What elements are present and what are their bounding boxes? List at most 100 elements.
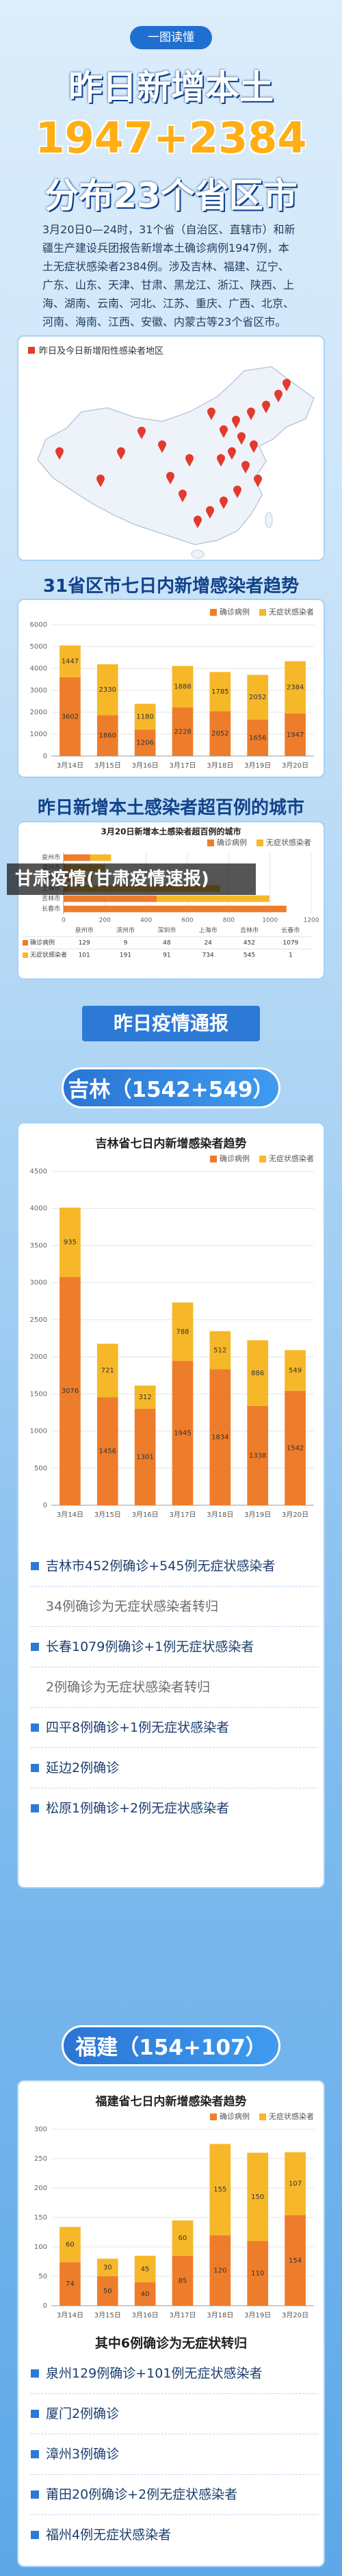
overlay-banner: 甘肃疫情(甘肃疫情速报) — [7, 863, 256, 895]
bar-segment — [172, 2255, 194, 2306]
value-label: 1301 — [136, 1453, 153, 1461]
table-header: 吉林市 — [240, 926, 259, 935]
bar-segment — [247, 2152, 269, 2241]
value-label: 155 — [213, 2186, 226, 2194]
bar-segment — [209, 1369, 231, 1505]
table-cell: 129 — [79, 940, 90, 947]
list-text: 延边2例确诊 — [46, 1760, 120, 1775]
y-tick-label: 100 — [34, 2243, 47, 2251]
map — [37, 366, 315, 559]
bar-segment — [96, 664, 118, 716]
map-label: 昨日及今日新增阳性感染者地区 — [39, 346, 164, 356]
y-tick-label: 2000 — [30, 1353, 47, 1361]
y-tick-label: 300 — [34, 2126, 47, 2133]
table-cell: 9 — [124, 940, 128, 947]
list-item: 长春1079例确诊+1例无症状感染者 — [31, 1627, 318, 1667]
value-label: 154 — [289, 2257, 302, 2265]
x-tick-label: 800 — [223, 918, 235, 924]
list-item: 延边2例确诊 — [31, 1748, 318, 1788]
bar-segment — [134, 1408, 156, 1505]
x-tick-label: 3月14日 — [57, 762, 83, 770]
value-label: 110 — [251, 2270, 264, 2278]
bullet — [31, 2410, 39, 2418]
value-label: 2052 — [211, 730, 228, 738]
chart-title: 3月20日新增本土感染者超百例的城市 — [101, 827, 241, 837]
y-tick-label: 4000 — [30, 1205, 47, 1212]
legend-swatch — [256, 840, 263, 846]
map-label-row: 昨日及今日新增阳性感染者地区 — [28, 343, 163, 356]
bar-segment — [134, 1385, 156, 1409]
bar-segment — [96, 1343, 118, 1398]
value-label: 312 — [139, 1394, 152, 1401]
x-tick-label: 3月16日 — [132, 2311, 159, 2319]
y-tick-label: 吉林市 — [42, 894, 60, 902]
value-label: 1888 — [174, 683, 191, 690]
legend-swatch — [210, 609, 217, 616]
x-tick-label: 3月17日 — [169, 762, 196, 770]
y-tick-label: 4000 — [30, 665, 47, 673]
map-pin — [232, 415, 240, 428]
table-header: 长春市 — [281, 926, 300, 935]
x-tick-label: 3月17日 — [169, 1511, 196, 1519]
value-label: 60 — [66, 2241, 75, 2249]
list-text: 2例确诊为无症状感染者转归 — [46, 1680, 211, 1695]
bar-segment — [60, 2262, 81, 2306]
y-tick-label: 6000 — [30, 621, 47, 629]
value-label: 2228 — [174, 728, 191, 736]
section-heading: 昨日新增本土感染者超百例的城市 — [37, 798, 304, 818]
value-label: 150 — [251, 2194, 264, 2201]
map-pin — [179, 489, 187, 502]
map-island — [191, 549, 205, 559]
y-tick-label: 0 — [43, 2302, 47, 2310]
bar-segment — [285, 1390, 306, 1505]
list: 泉州129例确诊+101例无症状感染者 厦门2例确诊 漳州3例确诊 莆田20例确… — [31, 2354, 318, 2555]
list-text: 四平8例确诊+1例无症状感染者 — [46, 1720, 230, 1735]
map-pin — [207, 407, 215, 420]
table-row-label: 确诊病例 — [30, 939, 55, 947]
pins — [55, 378, 291, 528]
bullet — [31, 1764, 39, 1772]
y-tick-label: 200 — [34, 2185, 47, 2192]
x-tick-label: 0 — [62, 918, 66, 924]
bar-segment — [60, 645, 81, 677]
highlight: 1947+2384 — [35, 113, 307, 163]
map-outline — [37, 366, 315, 545]
list-item: 莆田20例确诊+2例无症状感染者 — [31, 2475, 318, 2515]
chart-title: 福建省七日内新增感染者趋势 — [95, 2094, 247, 2109]
region-card: 福建省七日内新增感染者趋势 无症状感染者 确诊病例 0 50 100 150 200 250 30… — [17, 2080, 325, 2567]
value-label: 1834 — [211, 1434, 228, 1442]
map-pin — [246, 407, 256, 420]
bar-segment — [285, 661, 306, 714]
map-label-marker — [28, 346, 35, 354]
bar-segment — [209, 1331, 231, 1370]
legend-swatch — [210, 2113, 217, 2120]
bar-segment — [134, 703, 156, 730]
bar-segment — [60, 677, 81, 756]
map-pin — [262, 400, 270, 413]
table-cell: 24 — [204, 940, 212, 947]
map-pin — [282, 378, 291, 391]
list-item: 福州4例无症状感染者 — [31, 2515, 318, 2555]
x-tick-label: 1000 — [262, 918, 278, 924]
x-tick-label: 3月14日 — [57, 2311, 83, 2319]
list-text: 吉林市452例确诊+545例无症状感染者 — [46, 1559, 276, 1574]
legend-label: 无症状感染者 — [266, 837, 311, 847]
value-label: 1656 — [249, 735, 266, 742]
bullet — [31, 2450, 39, 2458]
map-pin — [237, 432, 246, 445]
x-tick-label: 600 — [181, 918, 193, 924]
bar-segment — [64, 895, 157, 902]
title: 昨日新增本土 — [68, 68, 274, 107]
x-tick-label: 3月19日 — [244, 762, 271, 770]
table-cell: 191 — [120, 952, 131, 959]
list-item: 34例确诊为无症状感染者转归 — [31, 1587, 318, 1627]
bar-segment — [209, 2144, 231, 2235]
map-pin — [217, 454, 226, 467]
y-tick-label: 2500 — [30, 1316, 47, 1324]
bar-segment — [96, 2276, 118, 2306]
region-card: 吉林省七日内新增感染者趋势 无症状感染者 确诊病例 0 500 1000 1500 2000 2… — [17, 1122, 325, 1888]
value-label: 1338 — [249, 1452, 266, 1459]
bullet — [31, 1723, 39, 1732]
list-item: 松原1例确诊+2例无症状感染者 — [31, 1788, 318, 1828]
